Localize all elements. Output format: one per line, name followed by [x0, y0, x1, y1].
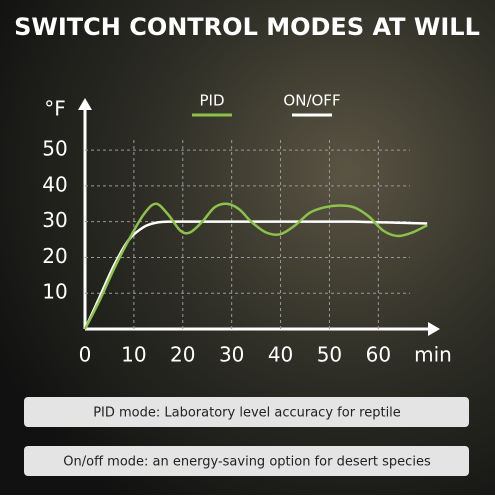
- caption-box: [24, 446, 469, 476]
- series-line: [83, 202, 428, 330]
- x-arrow: [428, 322, 440, 336]
- y-tick-label: 10: [42, 280, 67, 304]
- legend-label: ON/OFF: [283, 92, 340, 110]
- caption-box: [24, 397, 469, 427]
- x-tick-label: 60: [366, 343, 391, 367]
- caption: PID mode: Laboratory level accuracy for …: [93, 406, 401, 421]
- y-tick-label: 30: [42, 208, 67, 232]
- x-tick-label: 10: [121, 343, 146, 367]
- x-tick-label: 30: [219, 343, 244, 367]
- x-axis-label: min: [414, 343, 452, 367]
- y-tick-label: 40: [42, 172, 67, 196]
- y-tick-label: 20: [42, 244, 67, 268]
- y-arrow: [78, 98, 92, 110]
- y-axis-label: °F: [44, 97, 66, 121]
- series-line: [83, 220, 428, 330]
- x-tick-label: 20: [170, 343, 195, 367]
- title: SWITCH CONTROL MODES AT WILL: [14, 13, 480, 41]
- legend-label: PID: [199, 92, 224, 110]
- x-tick-label: 0: [79, 343, 92, 367]
- x-tick-label: 50: [317, 343, 342, 367]
- x-tick-label: 40: [268, 343, 293, 367]
- caption: On/off mode: an energy-saving option for…: [63, 455, 431, 470]
- y-tick-label: 50: [42, 137, 67, 161]
